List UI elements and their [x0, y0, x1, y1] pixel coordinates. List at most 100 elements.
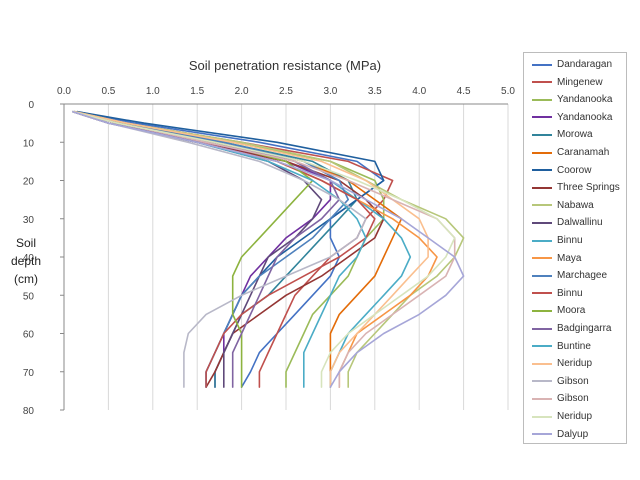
- legend-label: Moora: [557, 305, 586, 317]
- legend-label: Three Springs: [557, 182, 620, 194]
- x-tick-label: 3.0: [323, 86, 337, 97]
- legend-swatch: [532, 345, 552, 348]
- legend-swatch: [532, 81, 552, 84]
- legend-label: Morowa: [557, 129, 593, 141]
- legend-item: Yandanooka: [532, 91, 612, 108]
- legend-label: Maya: [557, 252, 582, 264]
- legend-label: Neridup: [557, 411, 593, 422]
- series-line-21: [72, 110, 456, 388]
- legend-swatch: [532, 415, 552, 418]
- legend-label: Caranamah: [557, 147, 610, 158]
- y-tick-label: 40: [23, 253, 35, 264]
- y-axis-title: Soil depth (cm): [10, 236, 42, 286]
- series-line-18: [73, 110, 429, 388]
- legend-item: Buntine: [532, 338, 591, 355]
- legend-swatch: [532, 257, 552, 260]
- legend-item: Neridup: [532, 355, 592, 372]
- series-line-17: [72, 110, 367, 388]
- legend-swatch: [532, 309, 552, 312]
- legend-swatch: [532, 362, 552, 365]
- legend: Dandaragan Mingenew Yandanooka Yandanooka Mo…: [523, 52, 627, 444]
- legend-swatch: [532, 169, 552, 172]
- y-tick-label: 10: [23, 138, 35, 149]
- series-line-20: [72, 110, 456, 388]
- legend-swatch: [532, 151, 552, 154]
- legend-swatch: [532, 116, 552, 119]
- legend-label: Marchagee: [557, 270, 608, 282]
- legend-item: Nabawa: [532, 197, 594, 214]
- legend-item: Caranamah: [532, 144, 609, 161]
- legend-item: Neridup: [532, 408, 592, 425]
- x-tick-label: 0.5: [101, 86, 115, 97]
- y-tick-label: 80: [23, 406, 35, 417]
- legend-item: Marchagee: [532, 267, 607, 284]
- legend-label: Dalyup: [557, 428, 589, 440]
- legend-swatch: [532, 397, 552, 400]
- legend-label: Mingenew: [557, 76, 603, 88]
- legend-label: Dalwallinu: [557, 217, 603, 229]
- legend-label: Gibson: [557, 393, 589, 405]
- y-tick-label: 0: [28, 100, 34, 111]
- legend-item: Three Springs: [532, 179, 620, 196]
- series-line-16: [72, 110, 341, 388]
- legend-item: Badgingarra: [532, 320, 611, 337]
- legend-label: Dandaragan: [557, 59, 613, 70]
- legend-swatch: [532, 98, 552, 101]
- x-tick-label: 4.0: [412, 86, 426, 97]
- legend-item: Gibson: [532, 390, 589, 407]
- legend-swatch: [532, 327, 552, 330]
- x-tick-label: 3.5: [368, 86, 382, 97]
- x-tick-label: 1.0: [146, 86, 160, 97]
- x-axis-title: Soil penetration resistance (MPa): [188, 58, 382, 73]
- legend-swatch: [532, 204, 552, 207]
- x-tick-label: 2.0: [235, 86, 249, 97]
- x-tick-label: 2.5: [279, 86, 293, 97]
- legend-swatch: [532, 186, 552, 189]
- legend-swatch: [532, 239, 552, 242]
- x-tick-label: 5.0: [501, 86, 515, 97]
- series-line-9: [73, 110, 465, 388]
- legend-swatch: [532, 221, 552, 224]
- x-tick-label: 0.0: [57, 86, 71, 97]
- legend-item: Yandanooka: [532, 109, 612, 126]
- legend-swatch: [532, 292, 552, 295]
- legend-item: Morowa: [532, 126, 593, 143]
- legend-item: Mingenew: [532, 74, 603, 91]
- x-tick-label: 1.5: [190, 86, 204, 97]
- legend-item: Binnu: [532, 285, 583, 302]
- legend-label: Nabawa: [557, 199, 594, 211]
- y-tick-label: 20: [23, 177, 35, 188]
- legend-swatch: [532, 380, 552, 383]
- legend-label: Yandanooka: [557, 111, 613, 123]
- legend-label: Neridup: [557, 358, 593, 370]
- y-tick-label: 70: [23, 368, 35, 379]
- y-tick-label: 30: [23, 215, 35, 226]
- y-tick-label: 60: [23, 330, 35, 341]
- series-line-1: [76, 110, 385, 388]
- y-tick-label: 50: [23, 291, 35, 302]
- legend-label: Coorow: [557, 164, 592, 176]
- legend-item: Dalwallinu: [532, 214, 603, 231]
- legend-swatch: [532, 63, 552, 66]
- legend-label: Gibson: [557, 375, 589, 387]
- legend-swatch: [532, 433, 552, 436]
- legend-swatch: [532, 133, 552, 136]
- series-line-22: [72, 110, 465, 388]
- legend-item: Dalyup: [532, 426, 588, 443]
- legend-label: Badgingarra: [557, 323, 612, 334]
- legend-item: Binnu: [532, 232, 583, 249]
- legend-label: Buntine: [557, 340, 591, 352]
- series-line-4: [72, 110, 332, 388]
- legend-label: Yandanooka: [557, 94, 613, 106]
- legend-swatch: [532, 274, 552, 277]
- legend-item: Coorow: [532, 162, 591, 179]
- series-line-19: [72, 110, 367, 388]
- legend-item: Gibson: [532, 373, 589, 390]
- legend-label: Binnu: [557, 235, 583, 246]
- legend-label: Binnu: [557, 287, 583, 299]
- legend-item: Dandaragan: [532, 56, 612, 73]
- x-tick-label: 4.5: [457, 86, 471, 97]
- legend-item: Maya: [532, 250, 581, 267]
